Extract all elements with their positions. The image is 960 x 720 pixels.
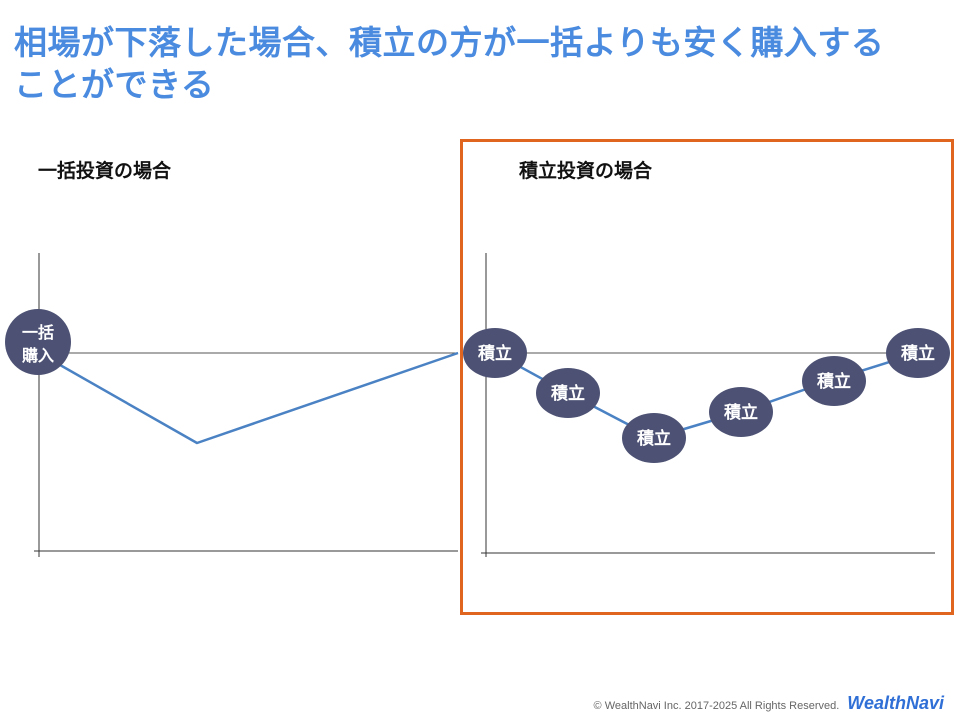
page-title: 相場が下落した場合、積立の方が一括よりも安く購入する ことができる xyxy=(14,22,944,106)
accumulation-marker: 積立 xyxy=(463,328,527,378)
accumulation-marker-circle xyxy=(622,413,686,463)
accumulation-marker-circle xyxy=(886,328,950,378)
accumulation-highlight-box xyxy=(460,139,954,615)
accumulation-marker-label: 積立 xyxy=(478,343,512,364)
accumulation-marker: 積立 xyxy=(536,368,600,418)
accumulation-marker-circle xyxy=(536,368,600,418)
lump-sum-marker-line-2: 購入 xyxy=(21,346,54,365)
footer: © WealthNavi Inc. 2017-2025 All Rights R… xyxy=(594,693,944,714)
accumulation-marker-label: 積立 xyxy=(817,371,851,392)
accumulation-panel: 積立 積立 積立 積立 積立 積立 xyxy=(460,139,954,615)
brand-logo: WealthNavi xyxy=(847,693,944,713)
accumulation-marker-label: 積立 xyxy=(724,402,758,423)
accumulation-marker: 積立 xyxy=(622,413,686,463)
copyright-text: © WealthNavi Inc. 2017-2025 All Rights R… xyxy=(593,700,840,712)
accumulation-marker: 積立 xyxy=(709,387,773,437)
page-title-line-1: 相場が下落した場合、積立の方が一括よりも安く購入する xyxy=(14,23,885,62)
accumulation-marker-circle xyxy=(463,328,527,378)
accumulation-marker-label: 積立 xyxy=(551,383,585,404)
accumulation-marker-circle xyxy=(709,387,773,437)
page-title-line-2: ことができる xyxy=(14,65,215,104)
lump-sum-price-line xyxy=(38,351,459,445)
lump-sum-purchase-marker: 一括 購入 xyxy=(5,309,71,375)
accumulation-marker: 積立 xyxy=(802,356,866,406)
lump-sum-marker-line-1: 一括 xyxy=(22,323,54,342)
accumulation-heading: 積立投資の場合 xyxy=(519,160,653,182)
accumulation-marker: 積立 xyxy=(886,328,950,378)
lump-sum-heading: 一括投資の場合 xyxy=(38,160,172,182)
accumulation-marker-circle xyxy=(802,356,866,406)
accumulation-marker-label: 積立 xyxy=(901,343,935,364)
accumulation-marker-label: 積立 xyxy=(637,428,671,449)
lump-sum-panel: 一括 購入 xyxy=(5,253,459,557)
lump-sum-purchase-circle xyxy=(5,309,71,375)
